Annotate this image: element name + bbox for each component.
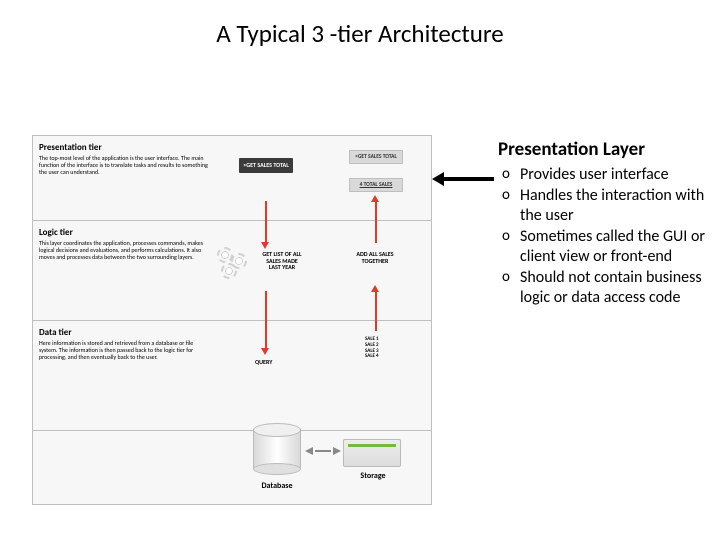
arrow-up-icon bbox=[375, 291, 377, 331]
get-sales-box-dark: >GET SALES TOTAL bbox=[239, 158, 293, 173]
total-sales-box: 4 TOTAL SALES bbox=[349, 178, 403, 192]
tier-desc: Here information is stored and retrieved… bbox=[39, 340, 211, 362]
get-sales-box-light: >GET SALES TOTAL bbox=[349, 150, 403, 164]
arrowhead-up-icon bbox=[371, 195, 379, 202]
tier-title: Presentation tier bbox=[39, 142, 211, 153]
query-label: QUERY bbox=[255, 359, 272, 366]
presentation-tier: Presentation tier The top-most level of … bbox=[33, 136, 431, 221]
architecture-diagram: Presentation tier The top-most level of … bbox=[32, 135, 432, 505]
logic-label-right: ADD ALL SALES TOGETHER bbox=[345, 251, 405, 264]
database-icon bbox=[253, 423, 301, 475]
right-heading: Presentation Layer bbox=[498, 138, 706, 161]
right-panel: Presentation Layer Provides user interfa… bbox=[498, 138, 706, 309]
callout-arrow bbox=[432, 172, 494, 186]
data-tier: Data tier Here information is stored and… bbox=[33, 321, 431, 431]
bullet-item: Handles the interaction with the user bbox=[498, 186, 706, 226]
storage-icon bbox=[343, 439, 401, 467]
arrow-down-icon bbox=[265, 291, 267, 349]
logic-label-left: GET LIST OF ALL SALES MADE LAST YEAR bbox=[251, 251, 313, 271]
slide-title: A Typical 3 -tier Architecture bbox=[0, 18, 720, 49]
arrowhead-down-icon bbox=[261, 348, 269, 355]
arrow-up-icon bbox=[375, 201, 377, 243]
tier-title: Logic tier bbox=[39, 227, 211, 238]
arrowhead-up-icon bbox=[371, 285, 379, 292]
tier-desc: This layer coordinates the application, … bbox=[39, 240, 211, 262]
database-label: Database bbox=[251, 481, 303, 491]
arrow-down-icon bbox=[265, 201, 267, 243]
sales-list: SALE 1 SALE 2 SALE 3 SALE 4 bbox=[365, 337, 379, 360]
tier-desc: The top-most level of the application is… bbox=[39, 155, 211, 177]
storage-label: Storage bbox=[347, 471, 399, 481]
tier-title: Data tier bbox=[39, 327, 211, 338]
bullet-item: Provides user interface bbox=[498, 165, 706, 185]
bullet-list: Provides user interface Handles the inte… bbox=[498, 165, 706, 308]
arrowhead-down-icon bbox=[261, 242, 269, 249]
bullet-item: Should not contain business logic or dat… bbox=[498, 268, 706, 308]
bullet-item: Sometimes called the GUI or client view … bbox=[498, 227, 706, 267]
logic-tier: Logic tier This layer coordinates the ap… bbox=[33, 221, 431, 321]
